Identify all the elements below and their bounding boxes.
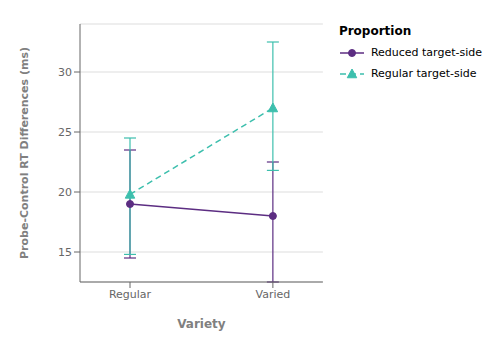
html-text:Proportion: Proportion [338,24,412,38]
html-text:Reduced target-side: Reduced target-side [370,46,482,59]
svg-text:Variety: Variety [177,317,226,331]
svg-text:Probe-Control RT Differences (: Probe-Control RT Differences (ms) [18,47,31,259]
svg-text:20: 20 [58,186,72,199]
svg-text:15: 15 [58,246,72,259]
html-text:Regular target-side: Regular target-side [370,67,477,80]
svg-text:Regular: Regular [109,288,152,301]
svg-text:Varied: Varied [256,288,291,301]
svg-text:30: 30 [58,66,72,79]
svg-text:25: 25 [58,126,72,139]
